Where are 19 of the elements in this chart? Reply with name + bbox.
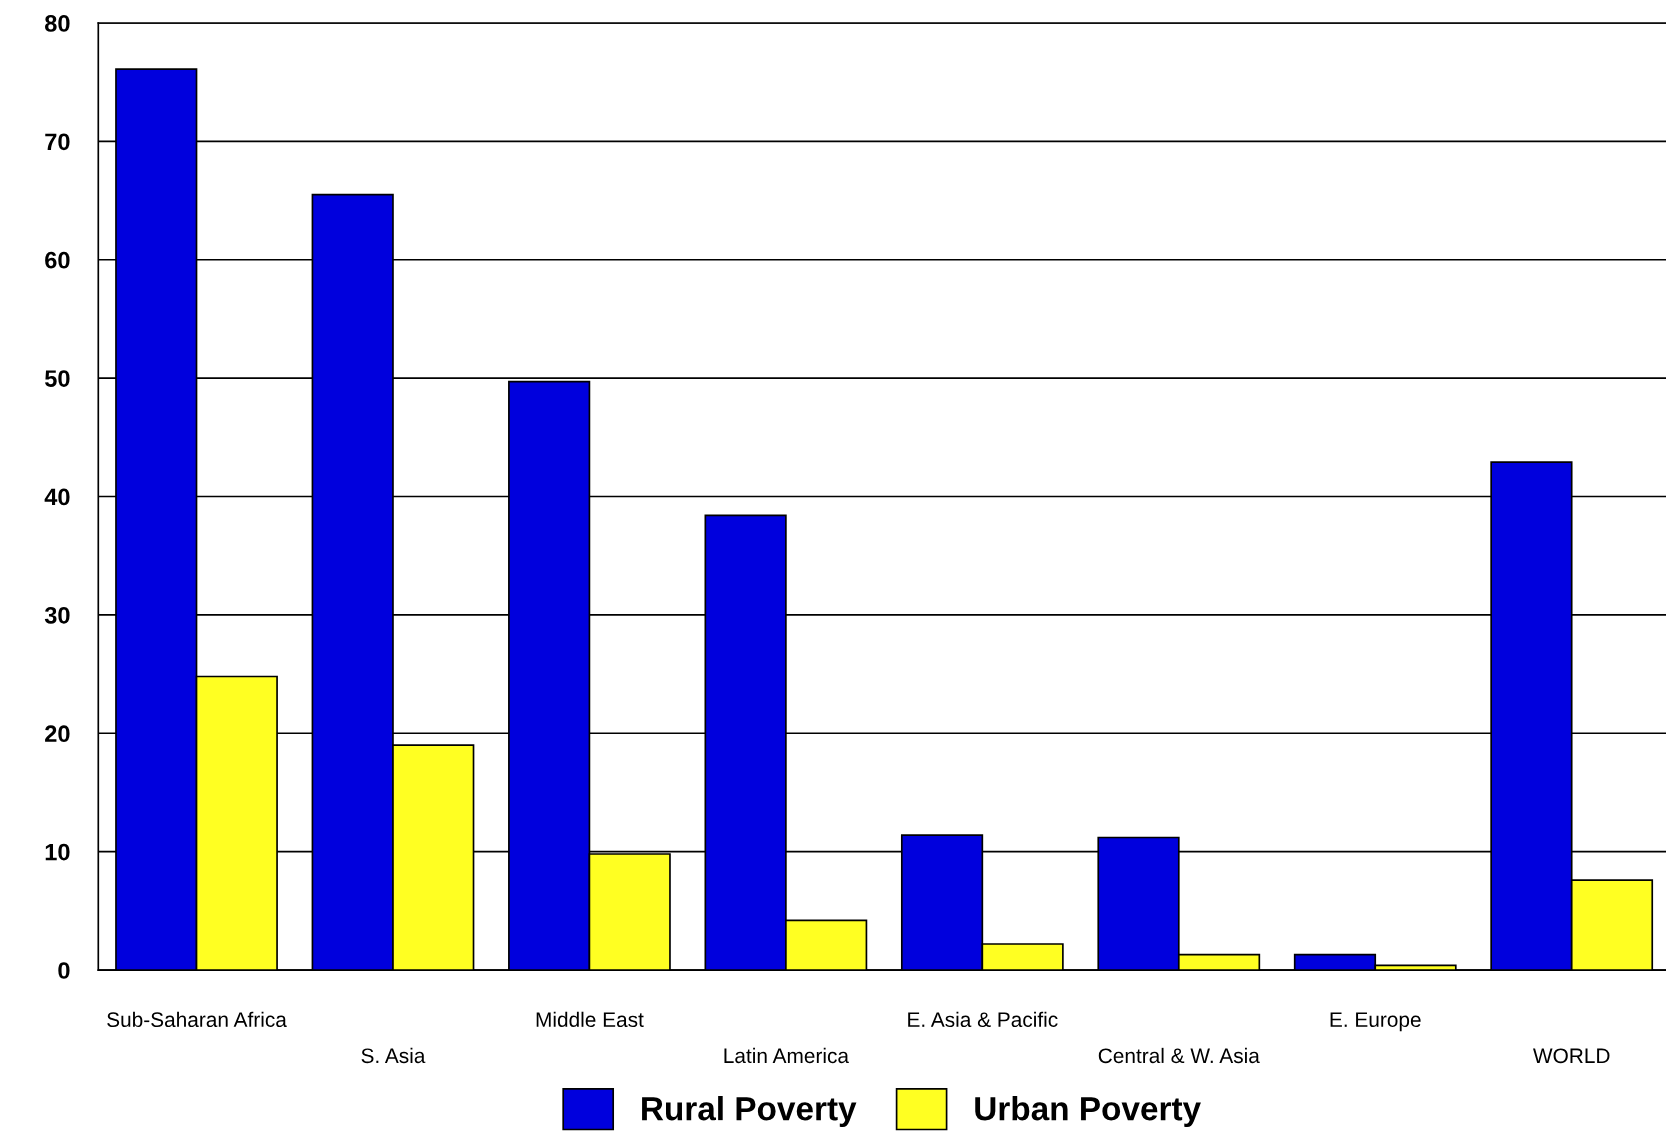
x-tick-label: Sub-Saharan Africa bbox=[107, 1011, 287, 1028]
x-tick-label: Middle East bbox=[536, 1011, 644, 1028]
y-tick-label: 10 bbox=[45, 843, 70, 861]
y-tick-label: 0 bbox=[58, 962, 70, 979]
x-tick-label: Latin America bbox=[724, 1047, 849, 1064]
legend-label: Urban Poverty bbox=[975, 1095, 1201, 1128]
y-tick-label: 80 bbox=[45, 15, 70, 32]
x-tick-label: WORLD bbox=[1533, 1048, 1610, 1064]
legend-label: Rural Poverty bbox=[642, 1095, 857, 1128]
y-tick-label: 20 bbox=[45, 725, 70, 743]
y-tick-label: 60 bbox=[45, 251, 70, 269]
x-tick-label: E. Europe bbox=[1330, 1012, 1421, 1032]
y-tick-label: 50 bbox=[44, 370, 70, 387]
x-tick-label: E. Asia & Pacific bbox=[908, 1011, 1058, 1028]
y-tick-label: 70 bbox=[45, 133, 70, 151]
x-tick-label: S. Asia bbox=[361, 1047, 426, 1064]
y-tick-label: 30 bbox=[44, 606, 70, 624]
x-tick-label: Central & W. Asia bbox=[1098, 1047, 1260, 1064]
y-tick-label: 40 bbox=[44, 488, 70, 506]
